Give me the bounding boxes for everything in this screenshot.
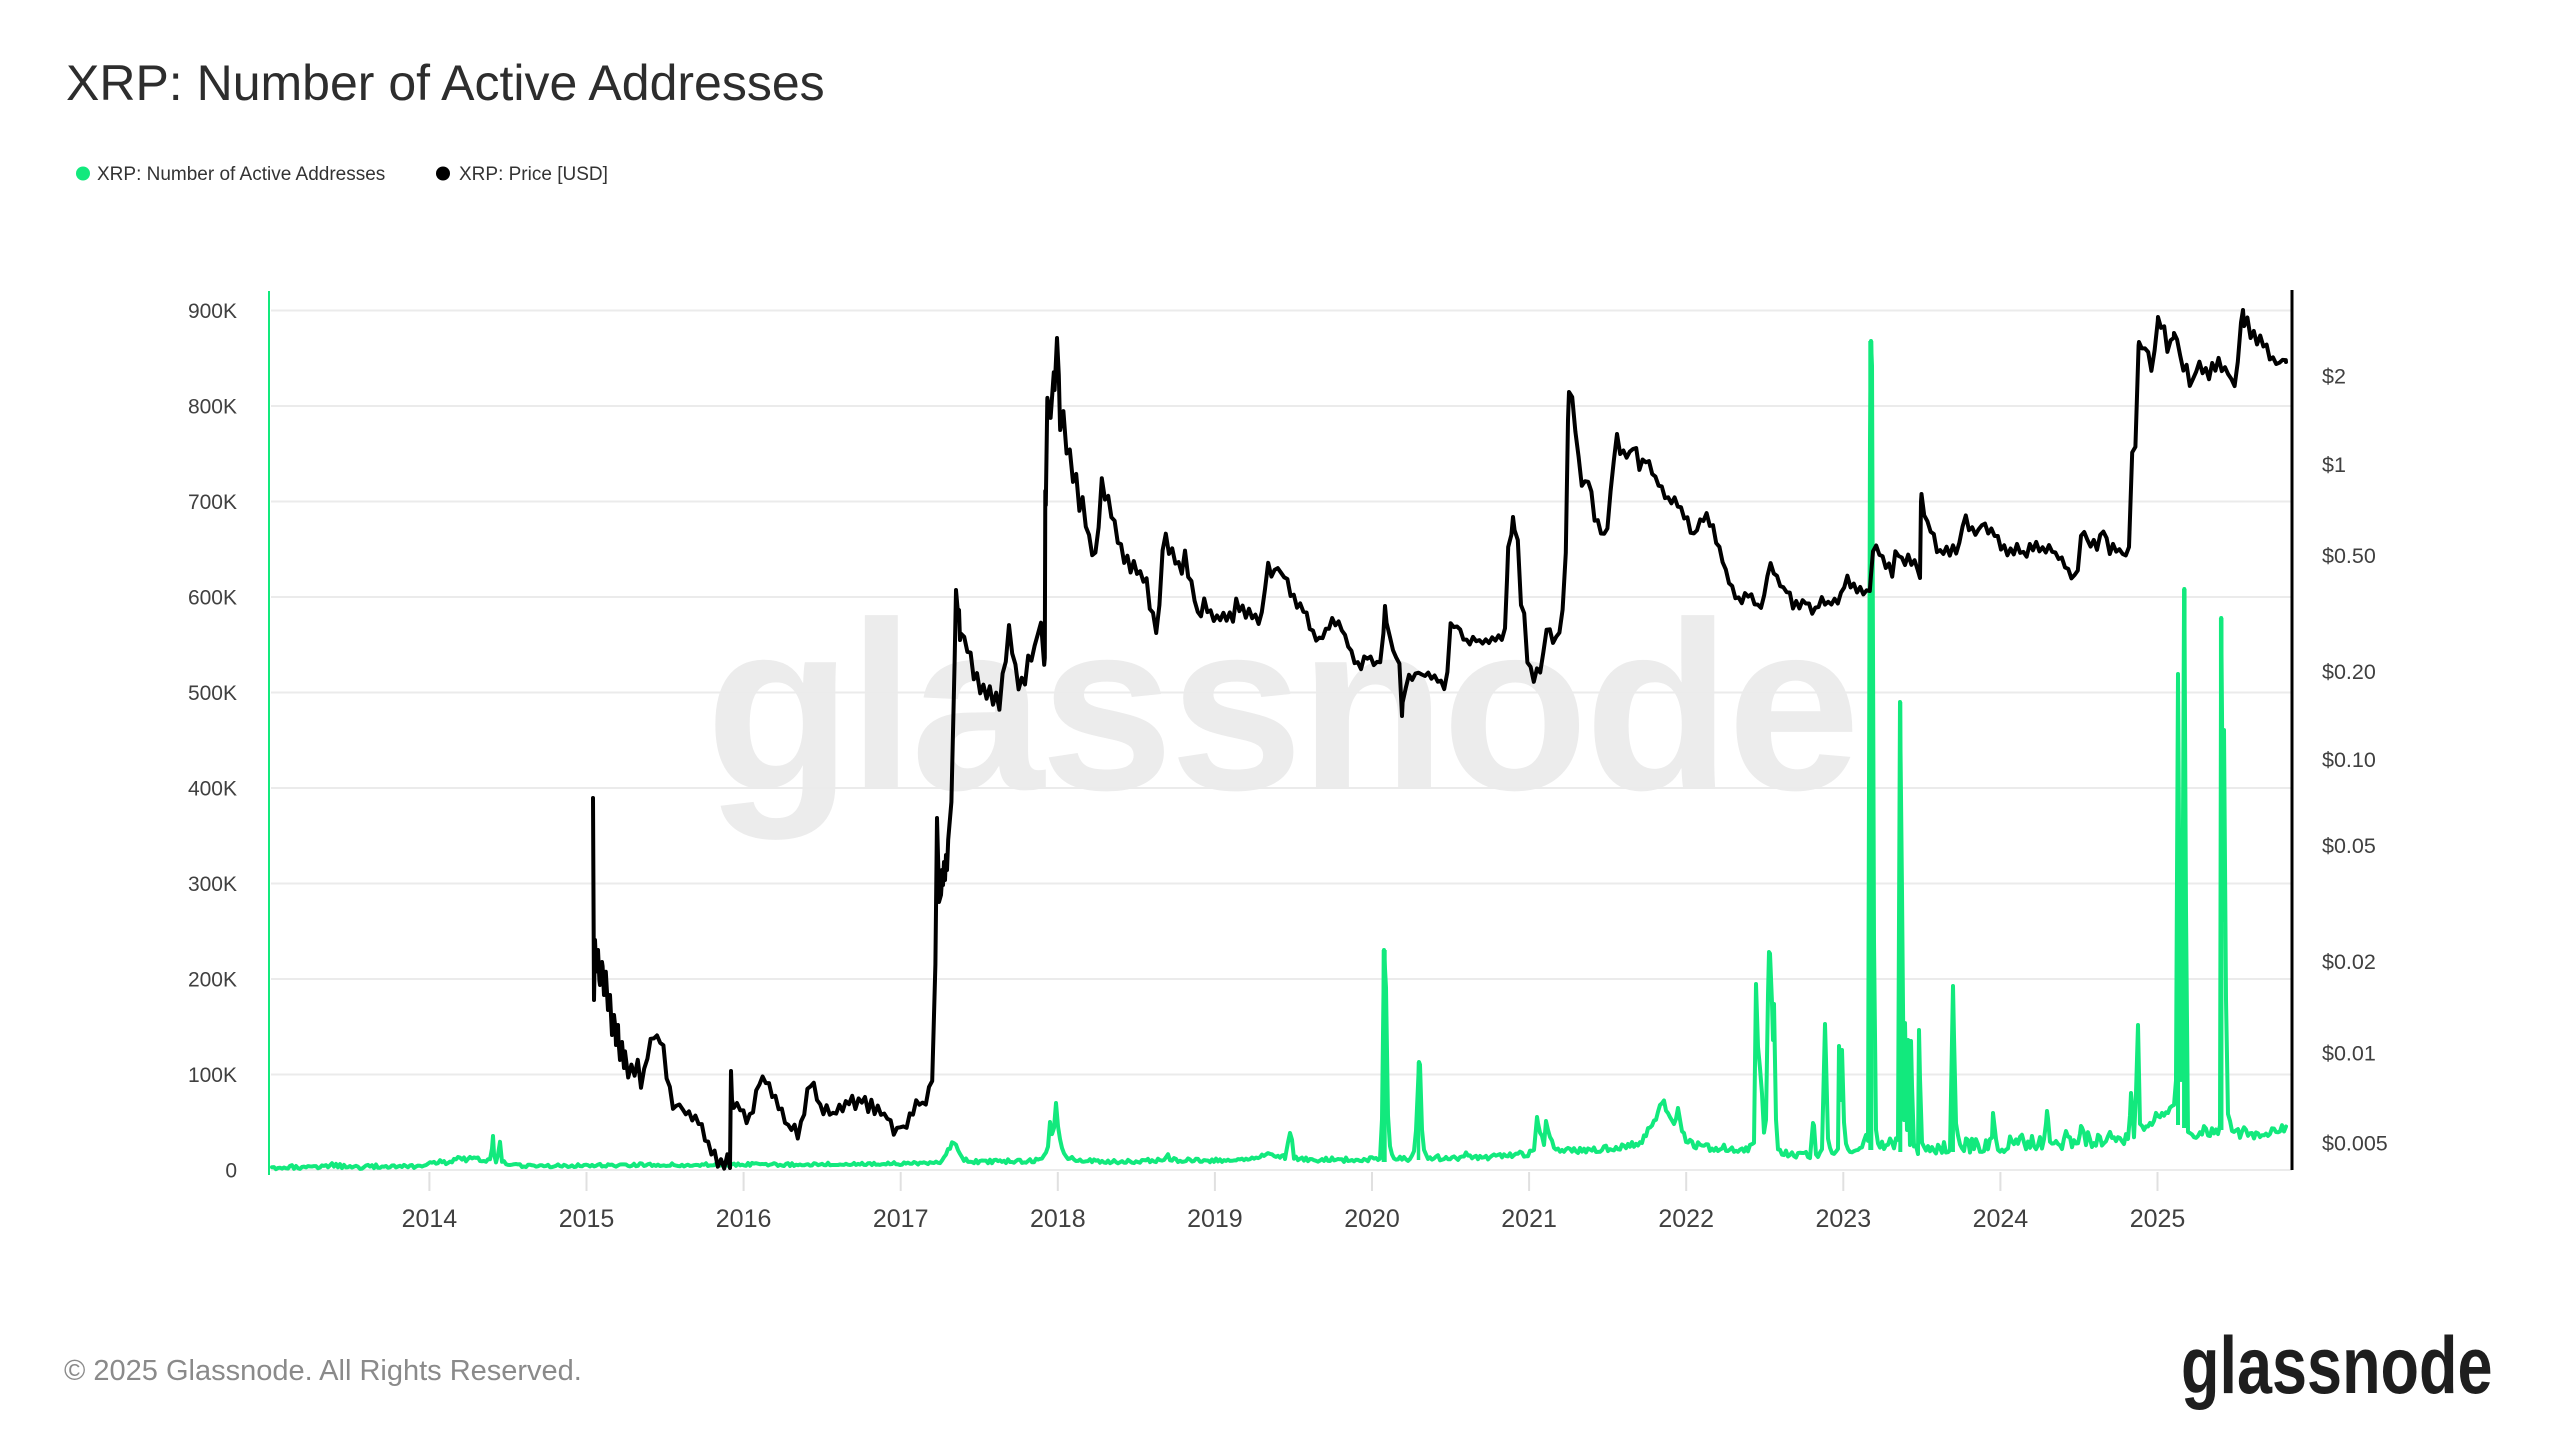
svg-text:2017: 2017 [873,1205,929,1233]
svg-text:0: 0 [225,1160,237,1183]
svg-text:$0.02: $0.02 [2322,950,2376,974]
svg-text:XRP: Price [USD]: XRP: Price [USD] [459,164,608,185]
svg-text:2016: 2016 [716,1205,772,1233]
svg-text:600K: 600K [188,587,237,610]
svg-text:© 2025 Glassnode. All Rights R: © 2025 Glassnode. All Rights Reserved. [64,1355,582,1387]
svg-text:700K: 700K [188,491,237,514]
svg-text:300K: 300K [188,873,237,896]
svg-text:2018: 2018 [1030,1205,1086,1233]
svg-text:$2: $2 [2322,365,2346,389]
svg-text:800K: 800K [188,396,237,419]
svg-text:2020: 2020 [1344,1205,1400,1233]
svg-text:XRP: Number of Active Addresse: XRP: Number of Active Addresses [97,164,385,185]
svg-text:glassnode: glassnode [706,572,1857,840]
svg-text:2014: 2014 [402,1205,458,1233]
svg-text:900K: 900K [188,300,237,323]
svg-text:100K: 100K [188,1064,237,1087]
svg-text:200K: 200K [188,969,237,992]
svg-text:$0.50: $0.50 [2322,544,2376,568]
svg-text:XRP: Number of Active Addresse: XRP: Number of Active Addresses [66,55,825,111]
svg-text:$0.005: $0.005 [2322,1132,2388,1156]
svg-text:2024: 2024 [1973,1205,2029,1233]
svg-text:2015: 2015 [559,1205,615,1233]
svg-text:$0.20: $0.20 [2322,660,2376,684]
svg-text:2023: 2023 [1815,1205,1871,1233]
svg-text:2022: 2022 [1658,1205,1714,1233]
svg-text:400K: 400K [188,778,237,801]
svg-text:2021: 2021 [1501,1205,1557,1233]
svg-text:500K: 500K [188,682,237,705]
svg-text:$0.10: $0.10 [2322,748,2376,772]
svg-text:2025: 2025 [2130,1205,2186,1233]
svg-text:2019: 2019 [1187,1205,1243,1233]
svg-text:$1: $1 [2322,453,2346,477]
svg-text:$0.01: $0.01 [2322,1042,2376,1066]
svg-text:glassnode: glassnode [2181,1322,2493,1411]
svg-text:$0.05: $0.05 [2322,834,2376,858]
